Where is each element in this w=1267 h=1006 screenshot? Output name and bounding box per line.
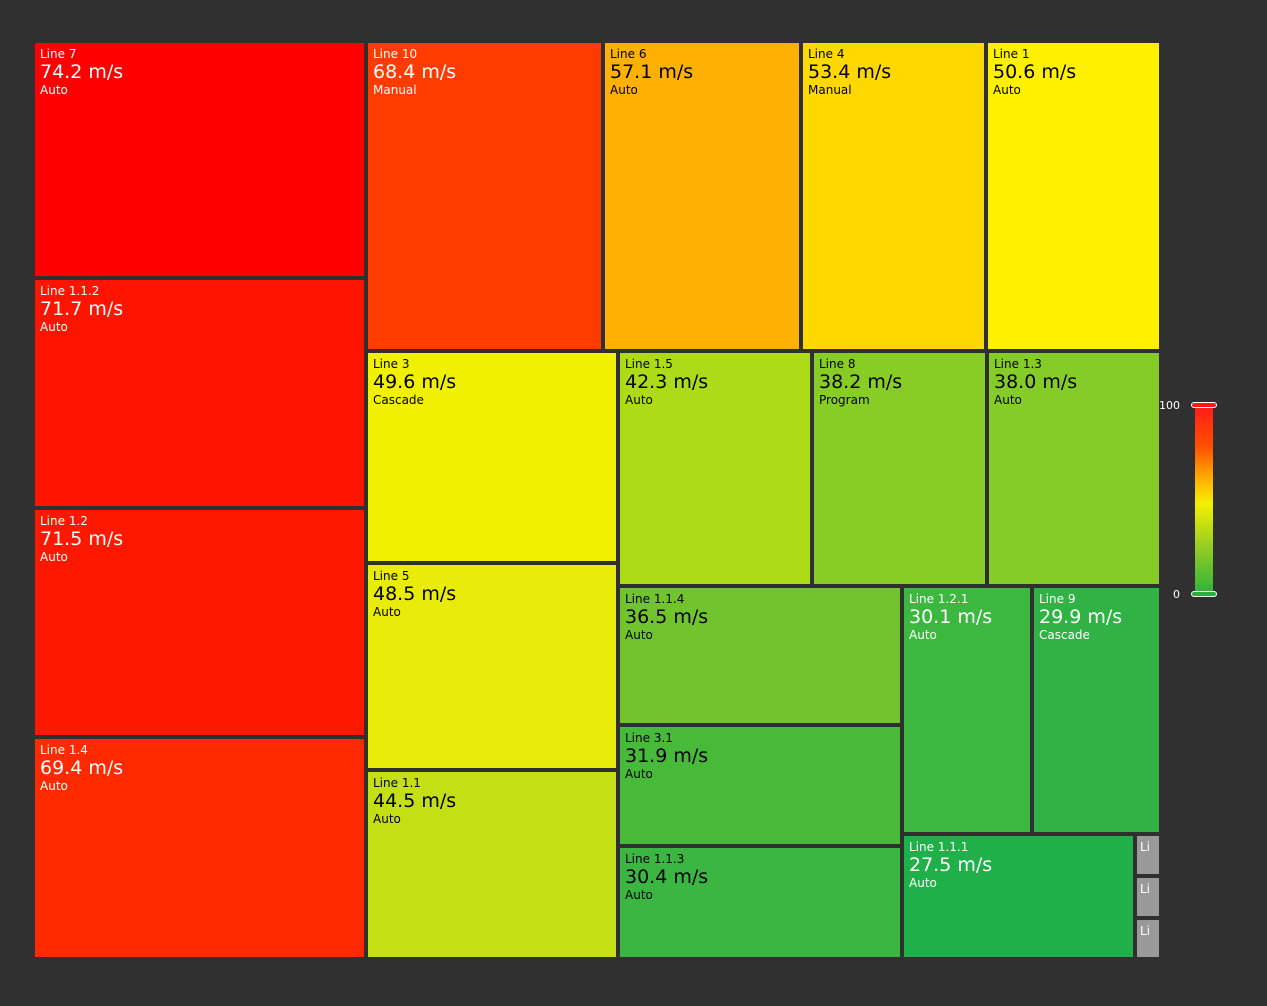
tile-mode: Auto xyxy=(625,767,653,781)
tile-mode: Auto xyxy=(373,812,401,826)
tile-value: 71.7 m/s xyxy=(40,298,124,320)
tile-value: 68.4 m/s xyxy=(373,61,457,83)
tile-name: Line 1.2 xyxy=(40,514,88,528)
tile-mode: Auto xyxy=(993,83,1021,97)
tile-name: Line 3 xyxy=(373,357,410,371)
tile-mode: Auto xyxy=(625,628,653,642)
tile-value: 31.9 m/s xyxy=(625,745,709,767)
tile-value: 50.6 m/s xyxy=(993,61,1077,83)
tile-value: 36.5 m/s xyxy=(625,606,709,628)
treemap-tile[interactable]: Li xyxy=(1135,918,1161,959)
tile-name: Line 7 xyxy=(40,47,77,61)
tile-mode: Auto xyxy=(909,628,937,642)
treemap-tile[interactable]: Line 3 49.6 m/s Cascade xyxy=(366,351,618,563)
tile-value: 30.1 m/s xyxy=(909,606,993,628)
tile-name: Line 6 xyxy=(610,47,647,61)
tile-name: Line 1.4 xyxy=(40,743,88,757)
tile-name: Li xyxy=(1140,882,1151,896)
tile-name: Line 8 xyxy=(819,357,856,371)
tile-value: 38.0 m/s xyxy=(994,371,1078,393)
treemap-tile[interactable]: Line 7 74.2 m/s Auto xyxy=(33,41,366,278)
legend-max-label: 100 xyxy=(1159,399,1180,412)
treemap-tile[interactable]: Line 1.1.1 27.5 m/s Auto xyxy=(902,834,1135,959)
tile-value: 42.3 m/s xyxy=(625,371,709,393)
tile-name: Line 1.5 xyxy=(625,357,673,371)
treemap-tile[interactable]: Li xyxy=(1135,834,1161,876)
treemap-tile[interactable]: Line 1.2.1 30.1 m/s Auto xyxy=(902,586,1032,834)
tile-mode: Auto xyxy=(625,393,653,407)
tile-mode: Cascade xyxy=(1039,628,1090,642)
treemap-tile[interactable]: Li xyxy=(1135,876,1161,918)
legend-min-label: 0 xyxy=(1173,588,1180,601)
tile-value: 71.5 m/s xyxy=(40,528,124,550)
tile-mode: Auto xyxy=(40,320,68,334)
treemap-tile[interactable]: Line 1.5 42.3 m/s Auto xyxy=(618,351,812,586)
treemap-tile[interactable]: Line 1.1 44.5 m/s Auto xyxy=(366,770,618,959)
treemap-tile[interactable]: Line 1.1.3 30.4 m/s Auto xyxy=(618,846,902,959)
tile-mode: Auto xyxy=(994,393,1022,407)
tile-value: 49.6 m/s xyxy=(373,371,457,393)
tile-value: 69.4 m/s xyxy=(40,757,124,779)
color-scale-legend xyxy=(1195,405,1213,595)
tile-value: 44.5 m/s xyxy=(373,790,457,812)
tile-name: Line 3.1 xyxy=(625,731,673,745)
treemap-tile[interactable]: Line 6 57.1 m/s Auto xyxy=(603,41,801,351)
tile-mode: Auto xyxy=(625,888,653,902)
treemap-tile[interactable]: Line 4 53.4 m/s Manual xyxy=(801,41,986,351)
treemap-tile[interactable]: Line 3.1 31.9 m/s Auto xyxy=(618,725,902,846)
tile-mode: Program xyxy=(819,393,870,407)
tile-value: 53.4 m/s xyxy=(808,61,892,83)
tile-value: 29.9 m/s xyxy=(1039,606,1123,628)
treemap-tile[interactable]: Line 1.1.2 71.7 m/s Auto xyxy=(33,278,366,508)
tile-mode: Auto xyxy=(909,876,937,890)
tile-name: Line 1.1 xyxy=(373,776,421,790)
tile-value: 57.1 m/s xyxy=(610,61,694,83)
tile-name: Line 5 xyxy=(373,569,410,583)
treemap-tile[interactable]: Line 10 68.4 m/s Manual xyxy=(366,41,603,351)
tile-value: 38.2 m/s xyxy=(819,371,903,393)
tile-mode: Manual xyxy=(373,83,417,97)
tile-mode: Cascade xyxy=(373,393,424,407)
tile-name: Line 1.1.2 xyxy=(40,284,100,298)
legend-min-handle[interactable] xyxy=(1191,591,1217,597)
tile-name: Line 1.1.3 xyxy=(625,852,685,866)
tile-mode: Auto xyxy=(610,83,638,97)
tile-mode: Manual xyxy=(808,83,852,97)
tile-mode: Auto xyxy=(40,550,68,564)
tile-name: Line 9 xyxy=(1039,592,1076,606)
tile-mode: Auto xyxy=(40,779,68,793)
treemap-tile[interactable]: Line 1.1.4 36.5 m/s Auto xyxy=(618,586,902,725)
tile-value: 48.5 m/s xyxy=(373,583,457,605)
treemap-tile[interactable]: Line 5 48.5 m/s Auto xyxy=(366,563,618,770)
tile-name: Line 1 xyxy=(993,47,1030,61)
tile-mode: Auto xyxy=(40,83,68,97)
tile-name: Line 1.2.1 xyxy=(909,592,969,606)
tile-value: 30.4 m/s xyxy=(625,866,709,888)
tile-name: Line 4 xyxy=(808,47,845,61)
legend-max-handle[interactable] xyxy=(1191,402,1217,408)
tile-name: Line 10 xyxy=(373,47,418,61)
treemap-tile[interactable]: Line 8 38.2 m/s Program xyxy=(812,351,987,586)
tile-name: Line 1.3 xyxy=(994,357,1042,371)
treemap-tile[interactable]: Line 1.2 71.5 m/s Auto xyxy=(33,508,366,737)
treemap-tile[interactable]: Line 1.3 38.0 m/s Auto xyxy=(987,351,1161,586)
treemap-tile[interactable]: Line 9 29.9 m/s Cascade xyxy=(1032,586,1161,834)
tile-name: Li xyxy=(1140,840,1151,854)
treemap-tile[interactable]: Line 1.4 69.4 m/s Auto xyxy=(33,737,366,959)
tile-mode: Auto xyxy=(373,605,401,619)
treemap-tile[interactable]: Line 1 50.6 m/s Auto xyxy=(986,41,1161,351)
tile-value: 27.5 m/s xyxy=(909,854,993,876)
tile-name: Li xyxy=(1140,924,1151,938)
tile-name: Line 1.1.1 xyxy=(909,840,969,854)
tile-name: Line 1.1.4 xyxy=(625,592,685,606)
tile-value: 74.2 m/s xyxy=(40,61,124,83)
